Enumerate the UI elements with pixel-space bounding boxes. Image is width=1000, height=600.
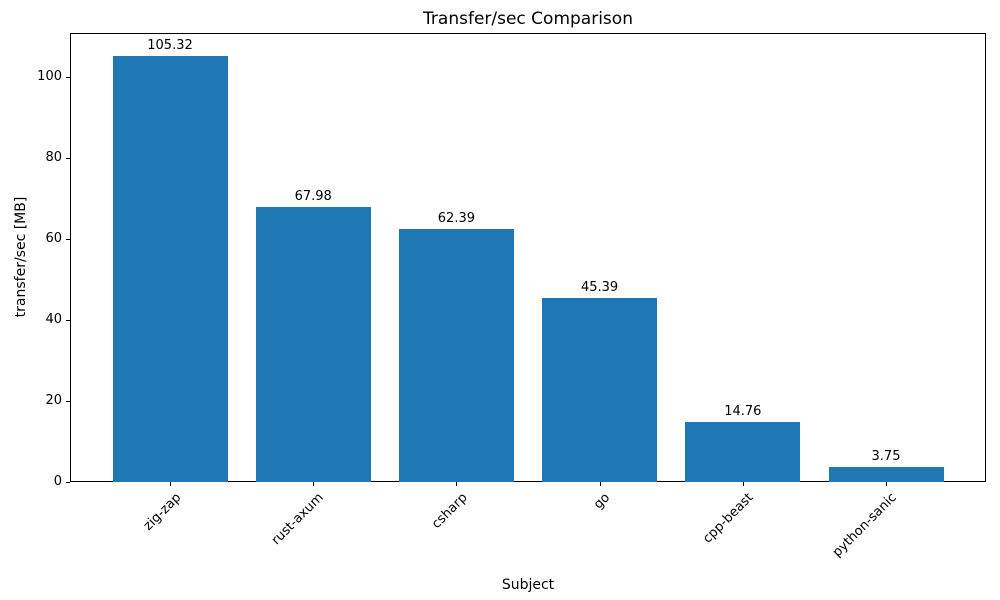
y-tick-label: 100 bbox=[37, 69, 62, 85]
x-tick-label: zig-zap bbox=[140, 490, 184, 534]
bar bbox=[398, 229, 514, 482]
bar bbox=[685, 422, 801, 482]
y-tick-mark bbox=[66, 76, 70, 78]
x-tick-mark bbox=[886, 482, 887, 486]
bar bbox=[112, 55, 228, 482]
y-tick-label: 80 bbox=[45, 150, 62, 166]
x-tick-label: cpp-beast bbox=[700, 490, 757, 547]
bar-value-label: 62.39 bbox=[437, 211, 475, 227]
bar-value-label: 3.75 bbox=[871, 448, 901, 464]
x-axis-label: Subject bbox=[501, 577, 555, 593]
x-tick-mark bbox=[313, 482, 315, 486]
bar bbox=[542, 298, 658, 482]
bar bbox=[255, 206, 371, 482]
bar-value-label: 45.39 bbox=[580, 280, 619, 296]
x-tick-mark bbox=[456, 482, 458, 486]
x-tick-label: python-sanic bbox=[829, 490, 900, 561]
y-tick-mark bbox=[66, 319, 70, 321]
chart-title: Transfer/sec Comparison bbox=[423, 9, 633, 29]
y-tick-mark bbox=[66, 238, 70, 240]
y-tick-label: 20 bbox=[45, 393, 62, 409]
x-tick-label: csharp bbox=[428, 490, 471, 532]
y-tick-mark bbox=[66, 400, 70, 402]
x-tick-mark bbox=[170, 482, 171, 486]
bar bbox=[828, 466, 944, 482]
x-tick-mark bbox=[599, 482, 601, 486]
bar-value-label: 105.32 bbox=[147, 37, 193, 53]
x-tick-mark bbox=[742, 482, 744, 486]
y-tick-mark bbox=[66, 481, 70, 483]
y-tick-label: 0 bbox=[53, 474, 62, 489]
y-tick-label: 40 bbox=[45, 312, 62, 328]
x-tick-label: rust-axum bbox=[269, 490, 328, 549]
x-tick-label: go bbox=[591, 490, 614, 513]
bar-value-label: 14.76 bbox=[724, 404, 762, 420]
bar-value-label: 67.98 bbox=[294, 188, 332, 204]
y-tick-mark bbox=[66, 157, 70, 159]
y-axis-label: transfer/sec [MB] bbox=[13, 196, 29, 318]
y-tick-label: 60 bbox=[45, 231, 62, 247]
